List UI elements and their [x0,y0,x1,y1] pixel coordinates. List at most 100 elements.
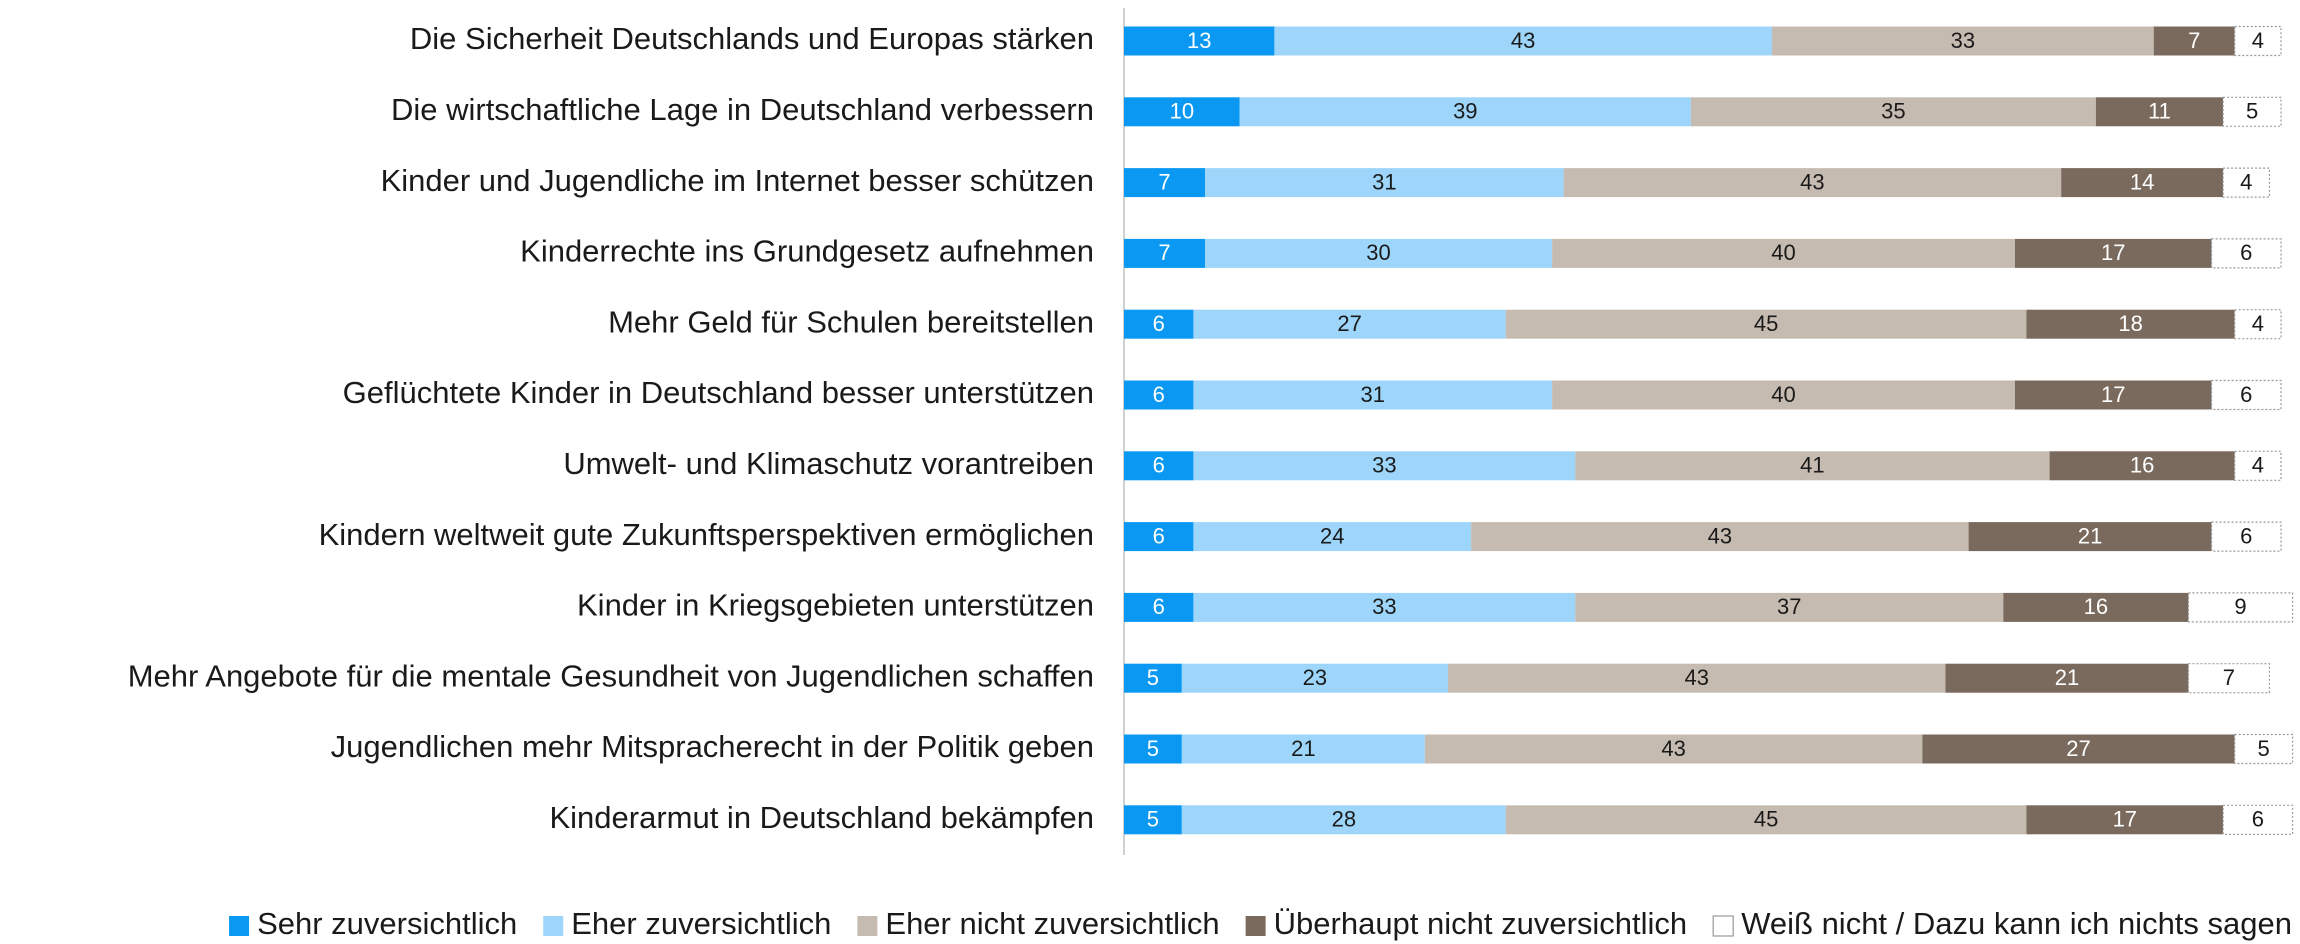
bar-segment [1193,451,1576,481]
value-label: 43 [1800,169,1824,194]
value-label: 18 [2118,311,2142,336]
bar-segment [1505,805,2027,835]
category-label: Kinder und Jugendliche im Internet besse… [381,163,1094,198]
bar-segment [2095,97,2224,127]
value-label: 17 [2101,382,2125,407]
value-label: 21 [2078,523,2102,548]
value-label: 4 [2240,169,2252,194]
value-label: 5 [2246,99,2258,124]
value-label: 24 [1320,523,1344,548]
bar-segment [1124,663,1182,693]
bar-segment [1945,663,2189,693]
value-label: 13 [1187,28,1211,53]
value-label: 6 [2252,807,2264,832]
bar-segment [1181,734,1425,764]
legend-swatch [229,916,250,936]
bar-segment [1505,309,2027,339]
legend-swatch [1712,915,1734,937]
bar-segment [1124,309,1194,339]
bar-segment [1124,734,1182,764]
value-label: 5 [1147,665,1159,690]
bar-segment [2222,96,2282,127]
value-label: 7 [1158,169,1170,194]
value-label: 43 [1708,523,1732,548]
bar-segment [1124,238,1205,268]
bar-segment [1575,451,2050,481]
category-label: Umwelt- und Klimaschutz vorantreiben [563,446,1094,481]
value-label: 21 [2055,665,2079,690]
bar-segment [2234,450,2282,481]
bar-segment [2187,592,2294,623]
bar-segment [1424,734,1923,764]
value-label: 17 [2113,807,2137,832]
value-label: 6 [1153,453,1165,478]
bar-segment [2234,25,2282,57]
category-label: Die wirtschaftliche Lage in Deutschland … [391,92,1094,127]
value-label: 6 [2240,382,2252,407]
legend-label: Weiß nicht / Dazu kann ich nichts sagen [1741,906,2292,941]
value-label: 21 [1291,736,1315,761]
bar-segment [1204,168,1564,198]
legend-label: Sehr zuversichtlich [257,906,517,941]
bar-segment [2153,26,2235,56]
value-label: 6 [1153,594,1165,619]
value-label: 6 [2240,523,2252,548]
category-label: Jugendlichen mehr Mitspracherecht in der… [331,729,1094,764]
bar-segment [1471,522,1969,552]
bar-segment [1124,522,1194,552]
value-label: 14 [2130,169,2154,194]
category-label: Die Sicherheit Deutschlands und Europas … [410,21,1094,56]
bar-segment [2014,380,2212,410]
value-label: 40 [1771,240,1795,265]
bar-segment [1922,734,2235,764]
value-label: 7 [2188,28,2200,53]
value-label: 31 [1361,382,1385,407]
bar-segment [1690,97,2096,127]
bar-segment [2222,804,2294,835]
bar-segment [2222,167,2271,198]
bar-segment [2187,663,2271,694]
legend-swatch [857,916,878,936]
bar-segment [1193,592,1576,622]
bar-segment [1124,592,1194,622]
value-label: 33 [1951,28,1975,53]
value-label: 6 [1153,523,1165,548]
bar-segment [1563,168,2062,198]
value-label: 6 [2240,240,2252,265]
category-label: Kinder in Kriegsgebieten unterstützen [577,588,1094,623]
value-label: 30 [1366,240,1390,265]
value-label: 6 [1153,382,1165,407]
bar-segment [1771,26,2154,56]
value-label: 37 [1777,594,1801,619]
category-label: Mehr Geld für Schulen bereitstellen [608,304,1094,339]
value-label: 4 [2252,28,2264,53]
bar-segment [2003,592,2189,622]
bar-segment [1968,522,2212,552]
bar-segment [1124,97,1240,127]
bar-segment [2210,238,2282,269]
bar-segment [2234,309,2282,340]
bar-segment [1552,238,2015,268]
bar-segment [1124,168,1205,198]
bar-segment [2049,451,2235,481]
bar-segment [2014,238,2212,268]
bar-segment [1124,451,1194,481]
bar-segment [1181,663,1448,693]
value-label: 45 [1754,807,1778,832]
value-label: 23 [1303,665,1327,690]
bar-segment [1274,26,1772,56]
legend-label: Eher nicht zuversichtlich [885,906,1219,941]
value-label: 4 [2252,311,2264,336]
bar-segment [1124,26,1275,56]
bar-segment [1124,805,1182,835]
bar-segment [2210,521,2282,552]
value-label: 10 [1170,99,1194,124]
bar-segment [1552,380,2015,410]
bar-segment [1447,663,1946,693]
value-label: 16 [2084,594,2108,619]
value-label: 31 [1372,169,1396,194]
bar-segment [2026,309,2235,339]
legend-label: Eher zuversichtlich [571,906,831,941]
value-label: 28 [1332,807,1356,832]
